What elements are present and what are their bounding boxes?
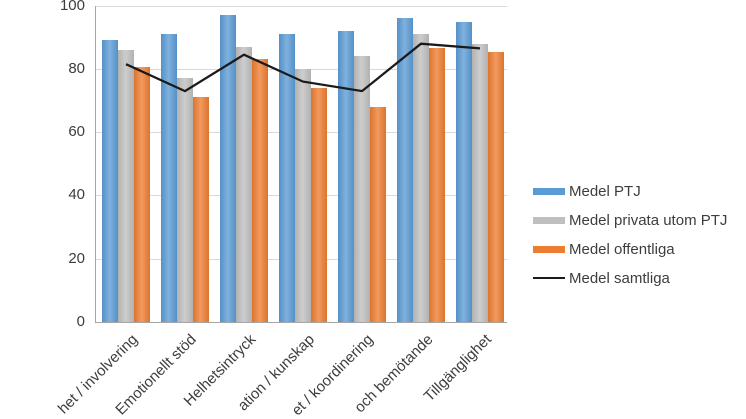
bar	[279, 34, 296, 322]
bar	[338, 31, 355, 322]
bar	[220, 15, 237, 322]
legend-item: Medel privata utom PTJ	[533, 211, 727, 229]
bar	[236, 46, 252, 323]
bar	[177, 78, 193, 322]
legend-swatch-medel-offentliga	[533, 245, 565, 253]
y-tick-label: 40	[68, 186, 85, 204]
bar	[102, 40, 119, 322]
legend-label: Medel samtliga	[569, 269, 670, 287]
legend-swatch-medel-ptj	[533, 187, 565, 195]
bar	[295, 68, 311, 323]
y-tick-label: 20	[68, 249, 85, 267]
legend-swatch-medel-privata-utom-ptj	[533, 216, 565, 224]
bar	[456, 21, 473, 323]
legend-item: Medel samtliga	[533, 269, 670, 287]
y-tick-label: 60	[68, 123, 85, 141]
x-axis-line	[95, 322, 507, 323]
bar	[161, 34, 178, 322]
legend-label: Medel PTJ	[569, 182, 641, 200]
bar	[369, 106, 386, 323]
legend-label: Medel offentliga	[569, 240, 675, 258]
bar	[413, 34, 429, 322]
bar	[251, 59, 268, 322]
bar	[192, 97, 209, 322]
legend-item: Medel offentliga	[533, 240, 675, 258]
bar	[428, 48, 445, 322]
y-tick-label: 0	[76, 313, 85, 330]
legend-label: Medel privata utom PTJ	[569, 211, 728, 229]
bar	[310, 87, 327, 323]
bar	[397, 18, 414, 322]
legend-swatch-medel-samtliga	[533, 277, 565, 279]
legend-item: Medel PTJ	[533, 182, 641, 200]
bar	[118, 49, 134, 323]
bar	[133, 67, 150, 322]
bar	[472, 43, 488, 323]
bar	[354, 56, 370, 322]
gridline	[95, 5, 507, 7]
bar	[487, 51, 504, 323]
y-axis-line	[95, 5, 96, 322]
y-tick-label: 100	[59, 0, 85, 14]
y-tick-label: 80	[68, 59, 85, 77]
